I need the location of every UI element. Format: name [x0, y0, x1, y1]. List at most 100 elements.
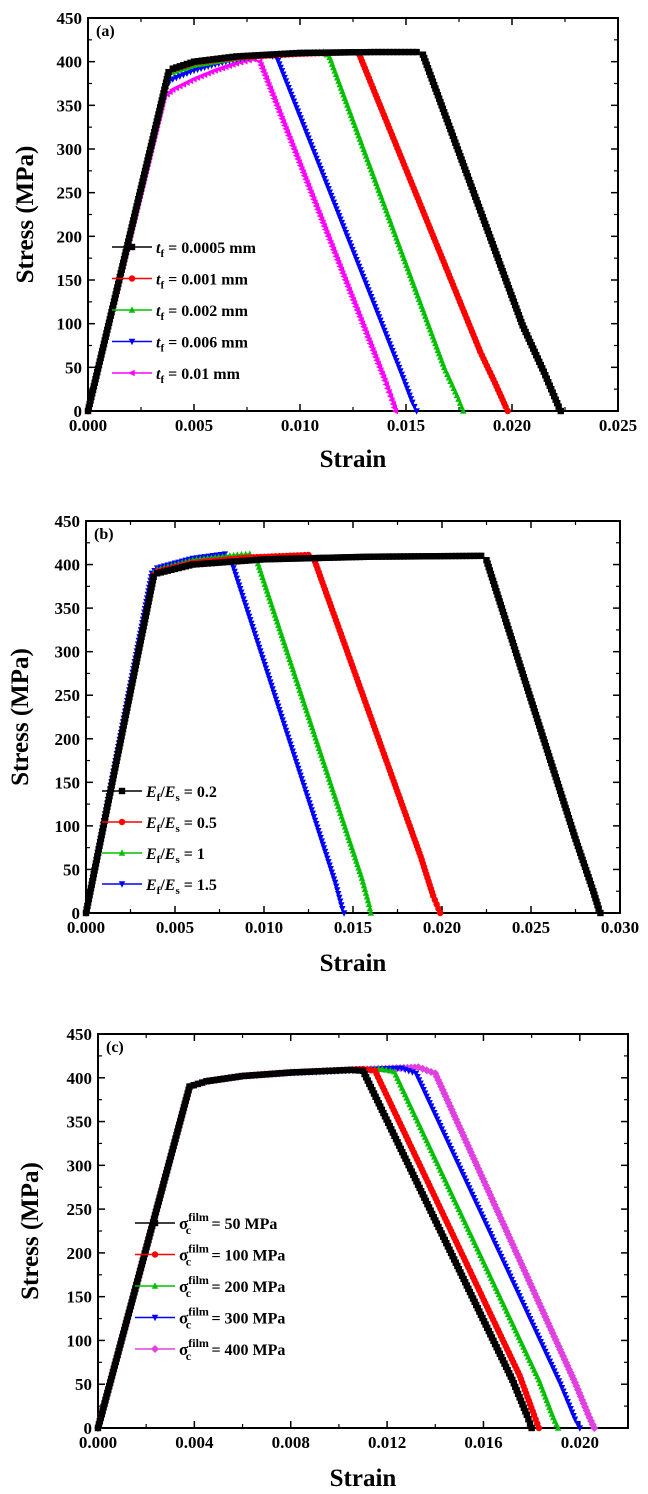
data-point — [369, 1087, 376, 1094]
data-point — [297, 115, 304, 122]
data-point — [469, 1191, 476, 1199]
data-point — [330, 199, 338, 207]
y-tick-label: 0 — [72, 904, 81, 923]
data-point — [233, 575, 241, 583]
y-tick-label: 100 — [55, 817, 81, 836]
data-point — [232, 572, 239, 579]
data-point — [515, 656, 522, 664]
data-point — [382, 48, 389, 56]
data-point — [445, 122, 453, 129]
data-point — [128, 683, 135, 690]
data-point — [302, 175, 309, 183]
data-point — [550, 392, 558, 400]
data-point — [508, 1276, 516, 1284]
data-point — [262, 665, 270, 672]
data-point — [183, 60, 191, 68]
data-point — [554, 1374, 561, 1382]
data-point — [537, 1338, 544, 1346]
x-tick-label: 0.015 — [387, 416, 425, 435]
data-point — [245, 613, 253, 621]
data-point — [542, 371, 549, 379]
data-point — [539, 1342, 546, 1349]
data-point — [443, 1136, 450, 1143]
data-point — [488, 574, 496, 581]
data-point — [186, 562, 193, 569]
data-point — [315, 209, 322, 216]
data-point — [217, 55, 225, 62]
data-point — [345, 236, 352, 244]
data-point — [128, 1299, 135, 1306]
data-point — [349, 553, 356, 561]
data-point — [324, 182, 331, 190]
data-point — [320, 845, 328, 852]
data-point — [465, 176, 473, 184]
data-point — [493, 587, 500, 595]
data-point — [450, 136, 458, 143]
data-point — [489, 240, 496, 248]
data-point — [555, 403, 562, 410]
data-point — [370, 350, 377, 357]
data-point — [546, 382, 553, 389]
data-point — [288, 745, 295, 752]
data-point — [326, 862, 333, 869]
data-point — [361, 326, 368, 334]
data-point — [389, 1129, 397, 1136]
data-point — [266, 675, 273, 683]
data-point — [424, 1200, 431, 1208]
data-point — [275, 555, 282, 563]
data-point — [125, 1309, 133, 1317]
data-point — [108, 782, 115, 789]
data-point — [425, 68, 433, 75]
data-point — [320, 222, 327, 230]
data-point — [475, 1204, 482, 1212]
data-point — [299, 169, 306, 176]
data-point — [447, 1145, 455, 1153]
data-point — [206, 1077, 214, 1084]
data-point — [183, 70, 191, 78]
data-point — [549, 389, 556, 396]
data-point — [491, 1340, 499, 1348]
data-point — [307, 189, 314, 196]
data-point — [324, 232, 331, 240]
data-point — [425, 1204, 433, 1211]
data-point — [263, 78, 271, 85]
data-point — [161, 568, 168, 575]
data-point — [337, 216, 344, 223]
data-point — [93, 372, 100, 379]
data-point — [488, 237, 495, 245]
data-point — [544, 749, 552, 757]
data-point — [356, 49, 363, 56]
data-point — [545, 1355, 552, 1362]
data-point — [402, 382, 409, 389]
data-point — [332, 879, 339, 887]
data-point — [289, 95, 296, 102]
data-point — [206, 56, 213, 63]
data-point — [135, 1271, 143, 1278]
data-point — [103, 1393, 110, 1400]
data-point — [106, 316, 114, 323]
data-point — [506, 1370, 513, 1377]
data-point — [162, 1170, 170, 1177]
data-point — [282, 125, 289, 132]
legend-label: tf = 0.006 mm — [156, 335, 249, 355]
data-point — [183, 1093, 190, 1101]
data-point — [164, 567, 172, 574]
data-point — [458, 1272, 466, 1279]
data-point — [402, 1155, 409, 1162]
data-point — [122, 248, 129, 256]
data-point — [190, 1082, 197, 1089]
data-point — [91, 379, 98, 386]
data-point — [498, 1353, 505, 1361]
data-point — [528, 1319, 535, 1326]
data-point — [243, 606, 251, 614]
data-point — [582, 867, 590, 874]
data-point — [278, 713, 285, 721]
data-point — [151, 1212, 159, 1219]
data-point — [495, 594, 502, 602]
data-point — [412, 1070, 420, 1078]
data-point — [273, 102, 280, 109]
data-point — [323, 229, 330, 236]
data-point — [364, 1077, 371, 1084]
data-point — [509, 639, 517, 646]
data-point — [526, 1420, 534, 1427]
